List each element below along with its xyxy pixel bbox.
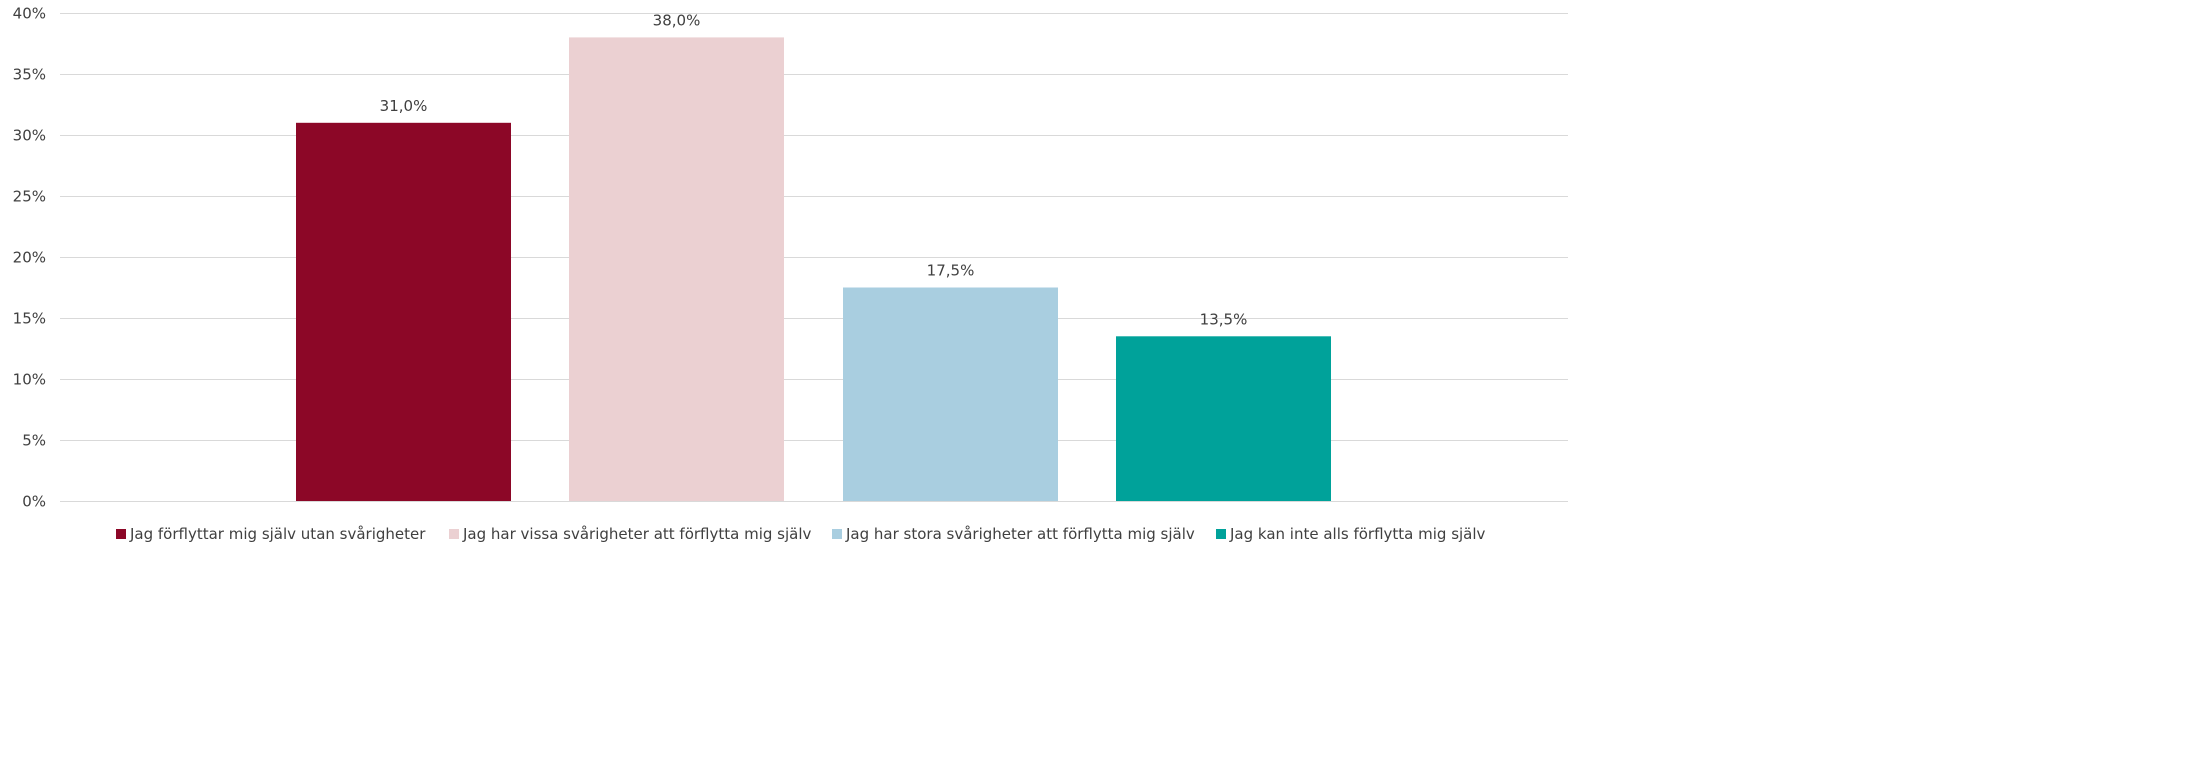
chart: 0% 5% 10% 15% 20% 25% 30% 35% 40% 31,0% 38,0% 17,5… xyxy=(0,5,1568,549)
y-tick-label: 40% xyxy=(13,5,46,23)
legend-label-2: Jag har vissa svårigheter att förflytta … xyxy=(463,525,812,543)
legend-item-3: Jag har stora svårigheter att förflytta … xyxy=(832,525,1195,543)
y-tick-label: 10% xyxy=(13,371,46,389)
legend-swatch-1 xyxy=(116,529,126,539)
legend-item-2: Jag har vissa svårigheter att förflytta … xyxy=(449,525,811,543)
data-label-3: 17,5% xyxy=(927,262,975,280)
legend-label-1: Jag förflyttar mig själv utan svårighete… xyxy=(130,525,426,543)
y-tick-label: 30% xyxy=(13,127,46,145)
bar-1 xyxy=(296,122,511,502)
data-label-2: 38,0% xyxy=(653,11,701,29)
data-labels: 31,0% 38,0% 17,5% 13,5% xyxy=(380,11,1248,328)
legend-swatch-4 xyxy=(1216,529,1226,539)
bar-3 xyxy=(843,287,1058,501)
data-label-1: 31,0% xyxy=(380,97,428,115)
gridlines xyxy=(60,13,1568,502)
y-tick-label: 0% xyxy=(22,493,46,511)
bar-chart-svg: 0% 5% 10% 15% 20% 25% 30% 35% 40% 31,0% 38,0% 17,5… xyxy=(13,5,1568,511)
data-label-4: 13,5% xyxy=(1200,310,1248,328)
legend: Jag förflyttar mig själv utan svårighete… xyxy=(0,525,1568,549)
bars xyxy=(296,37,1331,502)
legend-swatch-3 xyxy=(832,529,842,539)
y-tick-label: 25% xyxy=(13,188,46,206)
legend-label-3: Jag har stora svårigheter att förflytta … xyxy=(846,525,1195,543)
legend-item-1: Jag förflyttar mig själv utan svårighete… xyxy=(116,525,425,543)
legend-label-4: Jag kan inte alls förflytta mig själv xyxy=(1230,525,1486,543)
bar-2 xyxy=(569,37,784,502)
legend-item-4: Jag kan inte alls förflytta mig själv xyxy=(1216,525,1485,543)
y-tick-label: 5% xyxy=(22,432,46,450)
bar-4 xyxy=(1116,336,1331,501)
y-tick-label: 15% xyxy=(13,310,46,328)
y-axis-ticks: 0% 5% 10% 15% 20% 25% 30% 35% 40% xyxy=(13,5,46,511)
y-tick-label: 20% xyxy=(13,249,46,267)
y-tick-label: 35% xyxy=(13,66,46,84)
legend-swatch-2 xyxy=(449,529,459,539)
